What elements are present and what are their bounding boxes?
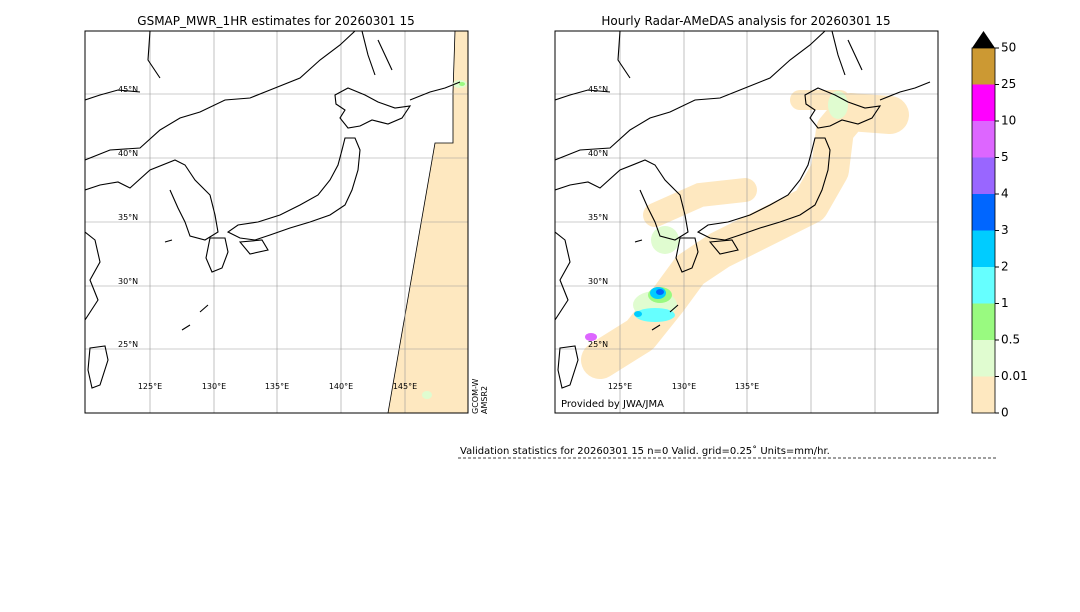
colorbar-segment — [972, 121, 995, 158]
colorbar-segment — [972, 340, 995, 377]
lat-label: 30°N — [588, 277, 608, 286]
lat-label: 30°N — [118, 277, 138, 286]
rain-area — [635, 308, 675, 322]
rain-area — [581, 90, 909, 379]
colorbar-label: 5 — [1001, 150, 1009, 164]
lat-label: 40°N — [588, 149, 608, 158]
map-frame — [84, 30, 469, 414]
lat-label: 25°N — [588, 340, 608, 349]
lat-label: 35°N — [588, 213, 608, 222]
panel-title: Hourly Radar-AMeDAS analysis for 2026030… — [601, 14, 890, 28]
colorbar-extend — [972, 31, 995, 48]
lon-label: 130°E — [672, 382, 696, 391]
lon-label: 125°E — [608, 382, 632, 391]
lat-label: 40°N — [118, 149, 138, 158]
rain-area — [828, 91, 848, 119]
rain-area — [634, 311, 642, 317]
colorbar-label: 10 — [1001, 114, 1016, 128]
rain-area — [651, 226, 679, 254]
rain-area — [585, 333, 597, 341]
colorbar-segment — [972, 267, 995, 304]
credit: Provided by JWA/JMA — [561, 399, 664, 410]
left-map — [85, 31, 468, 413]
lon-label: 125°E — [138, 382, 162, 391]
lon-label: 135°E — [265, 382, 289, 391]
colorbar: 0 0.01 0.5 1 2 3 4 5 10 25 50 — [971, 31, 1028, 420]
lon-label: 145°E — [393, 382, 417, 391]
colorbar-segment — [972, 48, 995, 85]
panel-title: GSMAP_MWR_1HR estimates for 20260301 15 — [137, 14, 414, 28]
validation-text: Validation statistics for 20260301 15 n=… — [460, 445, 830, 457]
colorbar-segment — [972, 303, 995, 340]
colorbar-label: 0.01 — [1001, 369, 1028, 383]
colorbar-segment — [972, 376, 995, 413]
map-frame — [554, 30, 939, 414]
colorbar-label: 2 — [1001, 260, 1009, 274]
lon-label: 135°E — [735, 382, 759, 391]
colorbar-segment — [972, 84, 995, 121]
right-map — [555, 31, 938, 413]
colorbar-label: 4 — [1001, 187, 1009, 201]
lon-label: 130°E — [202, 382, 226, 391]
colorbar-segment — [972, 157, 995, 194]
rain-area — [656, 289, 664, 295]
side-label: GCOM-W — [471, 378, 480, 414]
colorbar-label: 0.5 — [1001, 333, 1020, 347]
colorbar-label: 0 — [1001, 406, 1009, 420]
lat-label: 35°N — [118, 213, 138, 222]
colorbar-label: 25 — [1001, 77, 1016, 91]
colorbar-label: 50 — [1001, 41, 1016, 55]
lat-label: 25°N — [118, 340, 138, 349]
colorbar-label: 1 — [1001, 296, 1009, 310]
side-label: AMSR2 — [480, 386, 489, 414]
colorbar-segment — [972, 230, 995, 267]
colorbar-segment — [972, 194, 995, 231]
lon-label: 140°E — [329, 382, 353, 391]
rain-area — [422, 391, 432, 399]
lat-label: 45°N — [118, 85, 138, 94]
lat-label: 45°N — [588, 85, 608, 94]
colorbar-label: 3 — [1001, 223, 1009, 237]
rain-area — [459, 82, 465, 86]
